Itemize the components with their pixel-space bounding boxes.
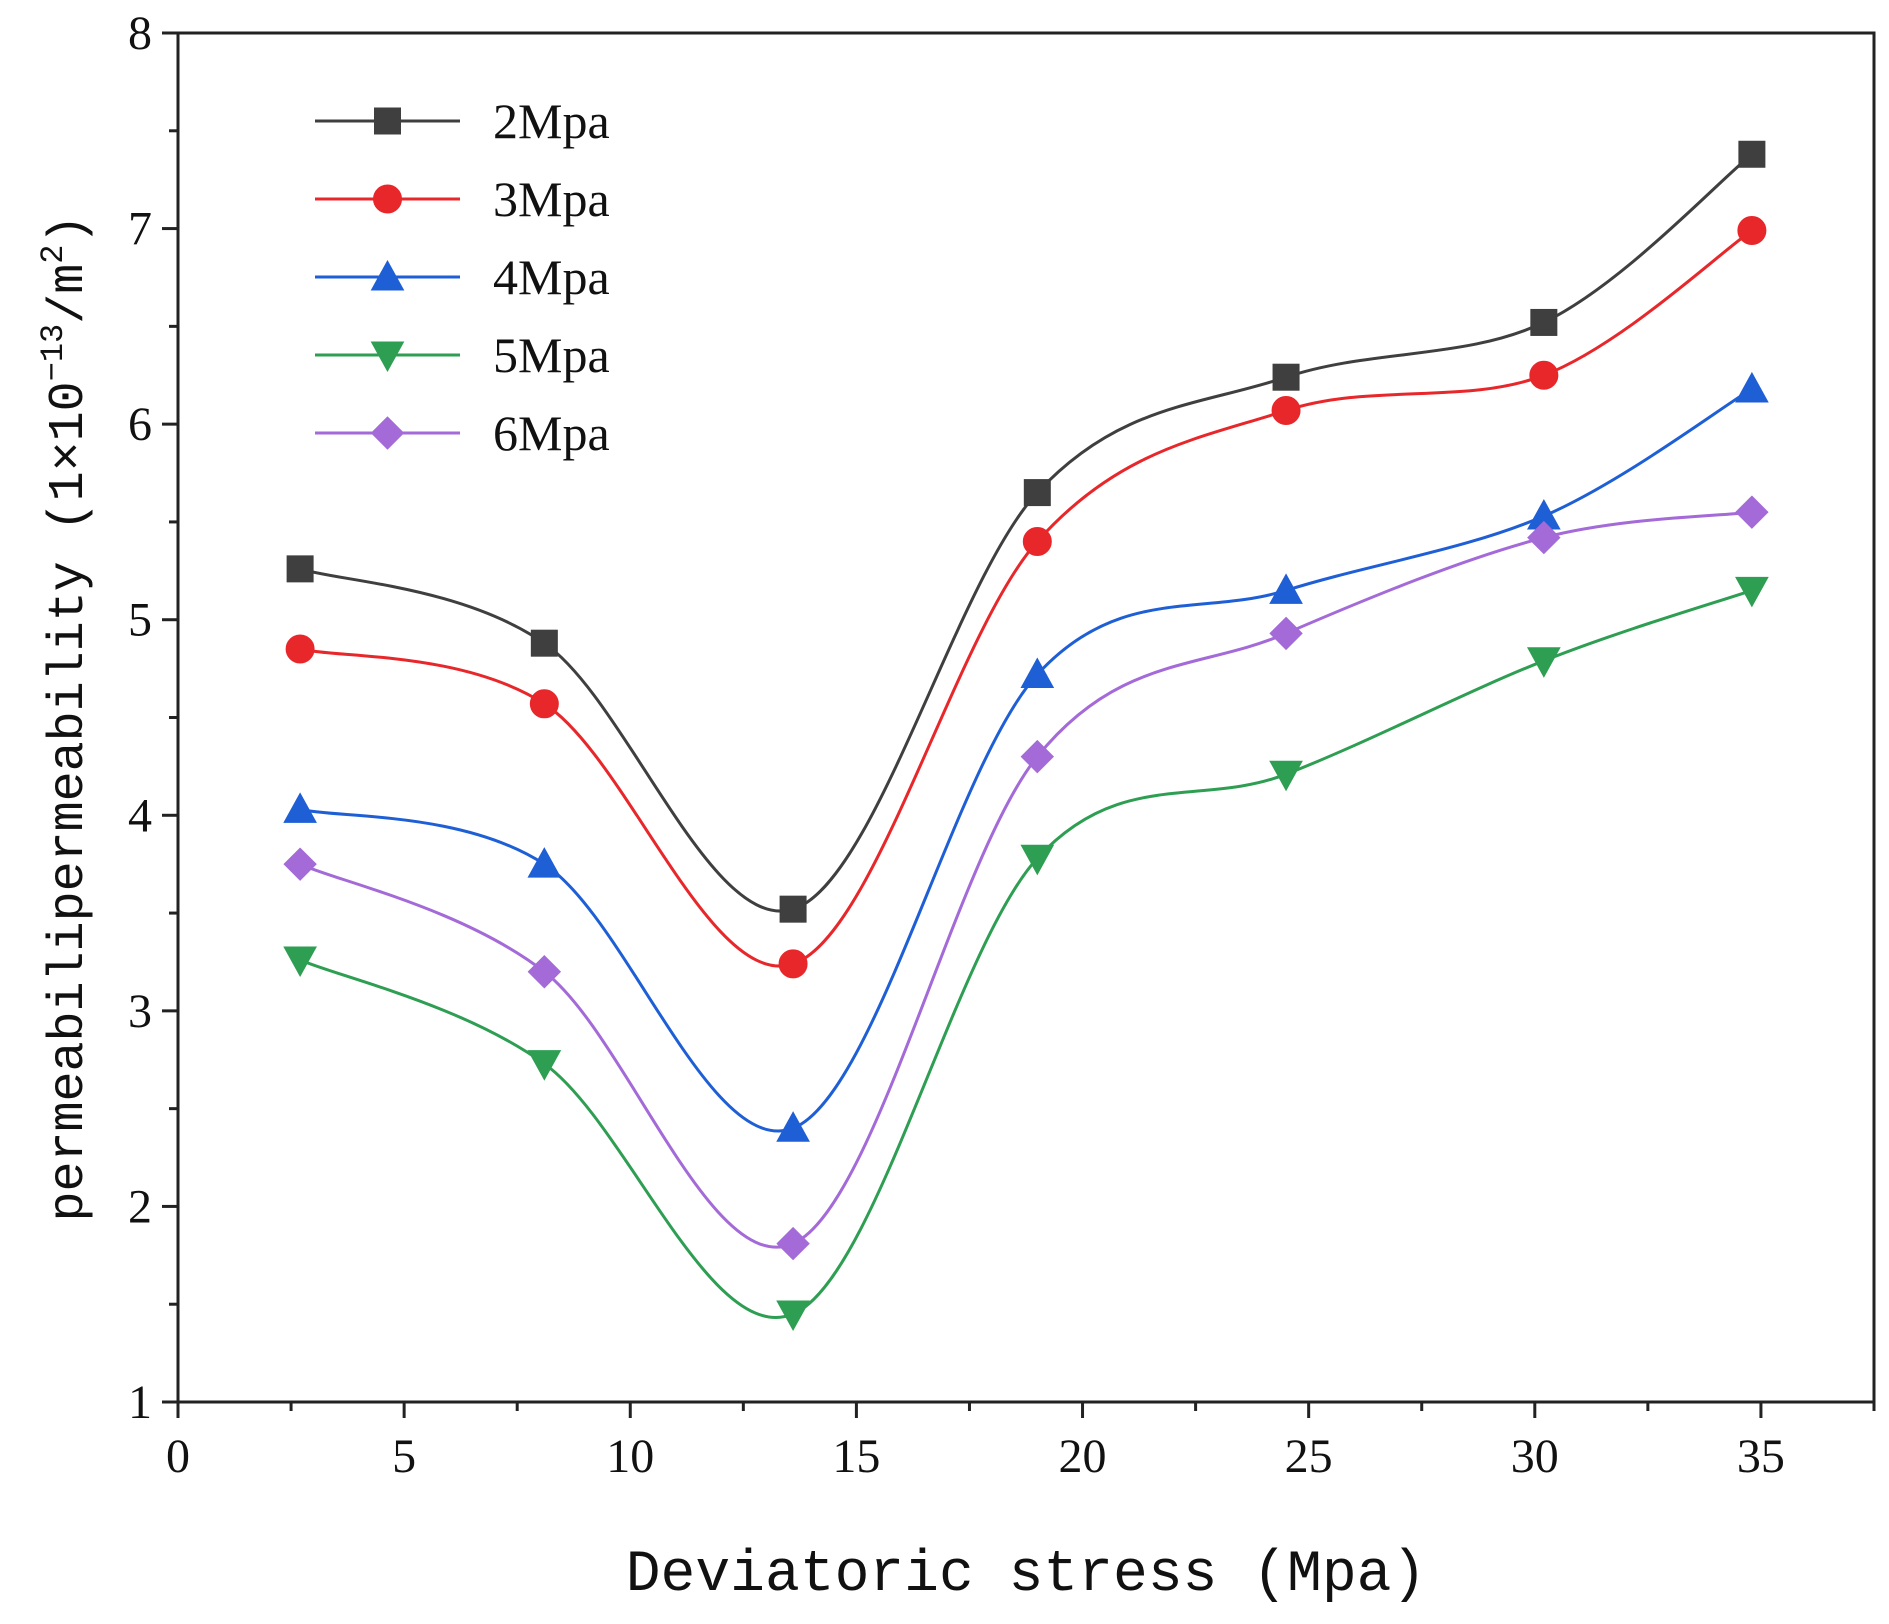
y-tick-label: 2 [128, 1180, 152, 1233]
x-tick-label: 30 [1511, 1430, 1559, 1483]
y-axis-label-main: permeabilipermeability (1×10 [41, 381, 98, 1221]
x-tick-label: 35 [1737, 1430, 1785, 1483]
data-point-6mpa [1735, 495, 1769, 529]
y-axis-label-exponent: −13 [35, 324, 72, 382]
legend-marker-6mpa [370, 416, 405, 450]
y-tick-label: 1 [128, 1376, 152, 1429]
data-point-3mpa [778, 949, 808, 979]
data-point-5mpa [1526, 647, 1561, 678]
data-point-2mpa [1738, 140, 1766, 168]
y-tick-label: 4 [128, 789, 152, 842]
data-point-4mpa [1735, 371, 1769, 403]
legend-marker-2mpa [374, 107, 401, 135]
data-point-5mpa [1020, 844, 1055, 876]
data-point-3mpa [1271, 395, 1301, 425]
x-tick-label: 5 [392, 1430, 416, 1483]
y-tick-label: 5 [128, 594, 152, 647]
data-point-4mpa [776, 1111, 810, 1142]
legend-marker-5mpa [370, 341, 405, 373]
legend: 2Mpa 3Mpa 4Mpa 5Mpa 6Mpa [315, 93, 610, 461]
data-point-6mpa [283, 847, 317, 881]
y-tick-label: 3 [128, 985, 152, 1038]
data-point-3mpa [1529, 360, 1559, 390]
data-point-6mpa [1020, 739, 1055, 774]
data-point-6mpa [1269, 616, 1303, 651]
axis-ticks: 0 5 10 15 20 25 30 35 1 2 3 4 5 6 7 8 [128, 7, 1876, 1483]
x-axis-label: Deviatoric stress (Mpa) [626, 1543, 1427, 1608]
series-line-6mpa [299, 510, 1753, 1249]
y-axis-label-square: 2 [35, 245, 72, 264]
legend-label-5mpa: 5Mpa [493, 327, 610, 383]
legend-marker-4mpa [370, 259, 405, 291]
x-tick-label: 10 [606, 1430, 654, 1483]
data-point-3mpa [529, 689, 559, 719]
data-point-5mpa [776, 1300, 810, 1332]
data-point-5mpa [1735, 576, 1769, 608]
legend-label-4mpa: 4Mpa [493, 249, 610, 305]
data-point-2mpa [286, 555, 314, 583]
series-markers [283, 140, 1769, 1332]
y-axis-label-unit: /m [41, 264, 98, 324]
y-tick-label: 6 [128, 398, 152, 451]
x-tick-label: 15 [832, 1430, 880, 1483]
data-point-5mpa [1269, 760, 1303, 792]
x-tick-label: 25 [1285, 1430, 1333, 1483]
series-line-5mpa [299, 588, 1753, 1319]
x-tick-label: 20 [1059, 1430, 1107, 1483]
data-point-2mpa [779, 895, 807, 923]
y-tick-label: 8 [128, 7, 152, 60]
data-point-6mpa [1527, 520, 1561, 555]
data-point-5mpa [527, 1050, 562, 1081]
y-tick-label: 7 [128, 203, 152, 256]
y-axis-label: permeabilipermeability (1×10−13/m2) [35, 215, 98, 1222]
data-point-4mpa [283, 792, 317, 823]
data-point-4mpa [1269, 573, 1303, 604]
data-point-2mpa [530, 629, 558, 657]
legend-label-3mpa: 3Mpa [493, 171, 610, 227]
legend-label-6mpa: 6Mpa [493, 405, 610, 461]
data-point-2mpa [1272, 363, 1300, 391]
data-point-3mpa [1022, 526, 1052, 556]
data-point-3mpa [1737, 216, 1767, 246]
data-point-3mpa [285, 634, 315, 664]
data-point-4mpa [1020, 657, 1055, 688]
legend-label-2mpa: 2Mpa [493, 93, 610, 149]
data-point-6mpa [776, 1226, 810, 1261]
data-point-5mpa [283, 946, 317, 978]
data-point-6mpa [527, 955, 562, 989]
data-point-2mpa [1023, 479, 1051, 507]
data-point-2mpa [1530, 308, 1558, 336]
y-axis-label-close: ) [41, 215, 98, 245]
legend-marker-3mpa [373, 184, 402, 214]
x-tick-label: 0 [166, 1430, 190, 1483]
plot-frame [176, 31, 1876, 1404]
data-point-4mpa [527, 847, 562, 878]
